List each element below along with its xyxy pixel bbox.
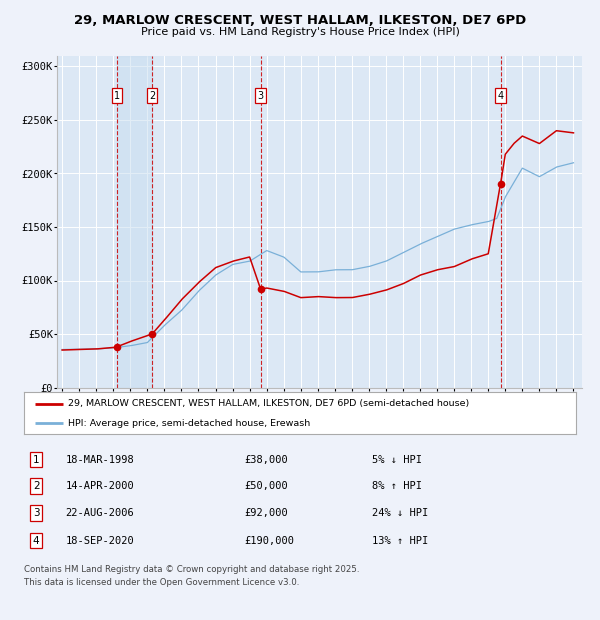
Text: £92,000: £92,000: [245, 508, 289, 518]
Bar: [117, 56, 152, 388]
Text: 3: 3: [257, 91, 263, 100]
Text: 2: 2: [149, 91, 155, 100]
Text: 3: 3: [33, 508, 40, 518]
Text: 29, MARLOW CRESCENT, WEST HALLAM, ILKESTON, DE7 6PD: 29, MARLOW CRESCENT, WEST HALLAM, ILKEST…: [74, 14, 526, 27]
Text: 29, MARLOW CRESCENT, WEST HALLAM, ILKESTON, DE7 6PD (semi-detached house): 29, MARLOW CRESCENT, WEST HALLAM, ILKEST…: [68, 399, 469, 408]
Text: 1: 1: [114, 91, 120, 100]
Text: 18-MAR-1998: 18-MAR-1998: [65, 454, 134, 464]
Text: 2: 2: [33, 481, 40, 491]
Text: 18-SEP-2020: 18-SEP-2020: [65, 536, 134, 546]
Text: HPI: Average price, semi-detached house, Erewash: HPI: Average price, semi-detached house,…: [68, 419, 310, 428]
Text: 1: 1: [33, 454, 40, 464]
Text: Price paid vs. HM Land Registry's House Price Index (HPI): Price paid vs. HM Land Registry's House …: [140, 27, 460, 37]
Text: 4: 4: [497, 91, 503, 100]
Text: 8% ↑ HPI: 8% ↑ HPI: [372, 481, 422, 491]
Text: £190,000: £190,000: [245, 536, 295, 546]
Text: 5% ↓ HPI: 5% ↓ HPI: [372, 454, 422, 464]
Text: £50,000: £50,000: [245, 481, 289, 491]
Text: Contains HM Land Registry data © Crown copyright and database right 2025.: Contains HM Land Registry data © Crown c…: [24, 565, 359, 575]
Text: £38,000: £38,000: [245, 454, 289, 464]
Text: 13% ↑ HPI: 13% ↑ HPI: [372, 536, 428, 546]
Text: 22-AUG-2006: 22-AUG-2006: [65, 508, 134, 518]
Text: 4: 4: [33, 536, 40, 546]
Text: This data is licensed under the Open Government Licence v3.0.: This data is licensed under the Open Gov…: [24, 578, 299, 587]
Text: 14-APR-2000: 14-APR-2000: [65, 481, 134, 491]
Text: 24% ↓ HPI: 24% ↓ HPI: [372, 508, 428, 518]
